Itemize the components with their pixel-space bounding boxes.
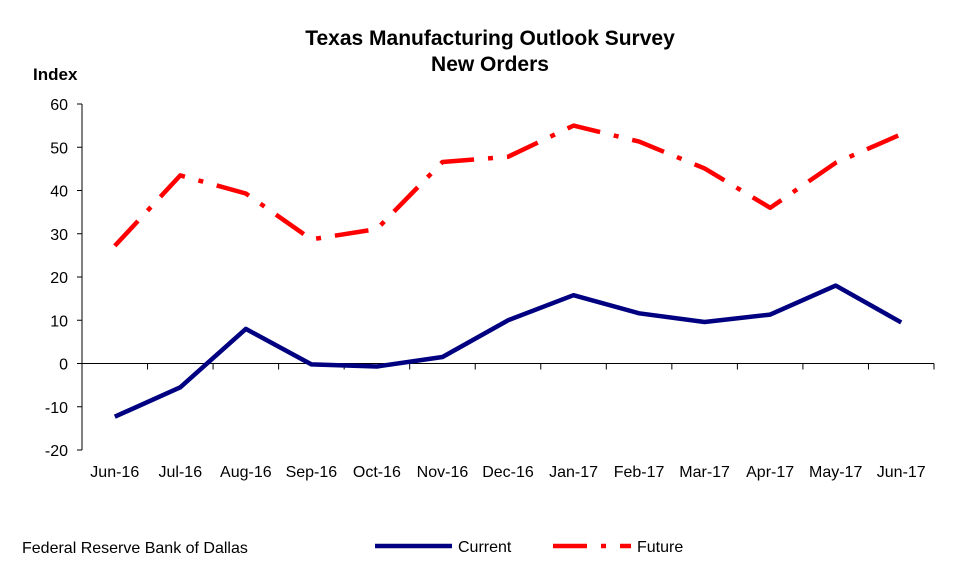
y-axis-label: Index	[33, 65, 78, 84]
y-tick-label: 30	[50, 227, 68, 244]
y-tick-label: 10	[50, 313, 68, 330]
y-tick-label: 0	[59, 357, 68, 374]
x-tick-label: Oct-16	[353, 464, 401, 481]
x-tick-label: Aug-16	[220, 464, 272, 481]
y-tick-label: 50	[50, 140, 68, 157]
x-tick-label: Jan-17	[549, 464, 598, 481]
y-tick-label: 40	[50, 184, 68, 201]
y-tick-label: 60	[50, 97, 68, 114]
chart-title: Texas Manufacturing Outlook Survey	[305, 27, 675, 50]
series-line-current	[113, 283, 903, 419]
legend: Current Future	[375, 539, 683, 556]
y-tick-label: 20	[50, 270, 68, 287]
y-tick-labels: -20 -10 0 10 20 30 40 50 60	[45, 97, 68, 460]
series-lines	[113, 123, 903, 419]
x-tick-label: May-17	[809, 464, 862, 481]
chart-title-block: Texas Manufacturing Outlook Survey New O…	[0, 26, 980, 78]
y-tick-label: -20	[45, 443, 68, 460]
x-tick-label: Feb-17	[614, 464, 665, 481]
chart-subtitle: New Orders	[431, 53, 549, 76]
x-tick-label: Nov-16	[417, 464, 469, 481]
source-note: Federal Reserve Bank of Dallas	[22, 540, 248, 557]
x-tick-label: Jun-16	[90, 464, 139, 481]
x-tick-label: Mar-17	[679, 464, 730, 481]
legend-label-future: Future	[637, 539, 683, 556]
legend-label-current: Current	[458, 539, 512, 556]
axes	[77, 103, 935, 451]
x-tick-label: Dec-16	[482, 464, 534, 481]
x-tick-label: Apr-17	[746, 464, 794, 481]
x-tick-label: Jul-16	[159, 464, 203, 481]
series-line-future	[113, 123, 903, 248]
x-tick-label: Jun-17	[877, 464, 926, 481]
y-tick-label: -10	[45, 400, 68, 417]
x-tick-labels: Jun-16 Jul-16 Aug-16 Sep-16 Oct-16 Nov-16 Dec-…	[90, 464, 925, 481]
x-tick-label: Sep-16	[286, 464, 338, 481]
